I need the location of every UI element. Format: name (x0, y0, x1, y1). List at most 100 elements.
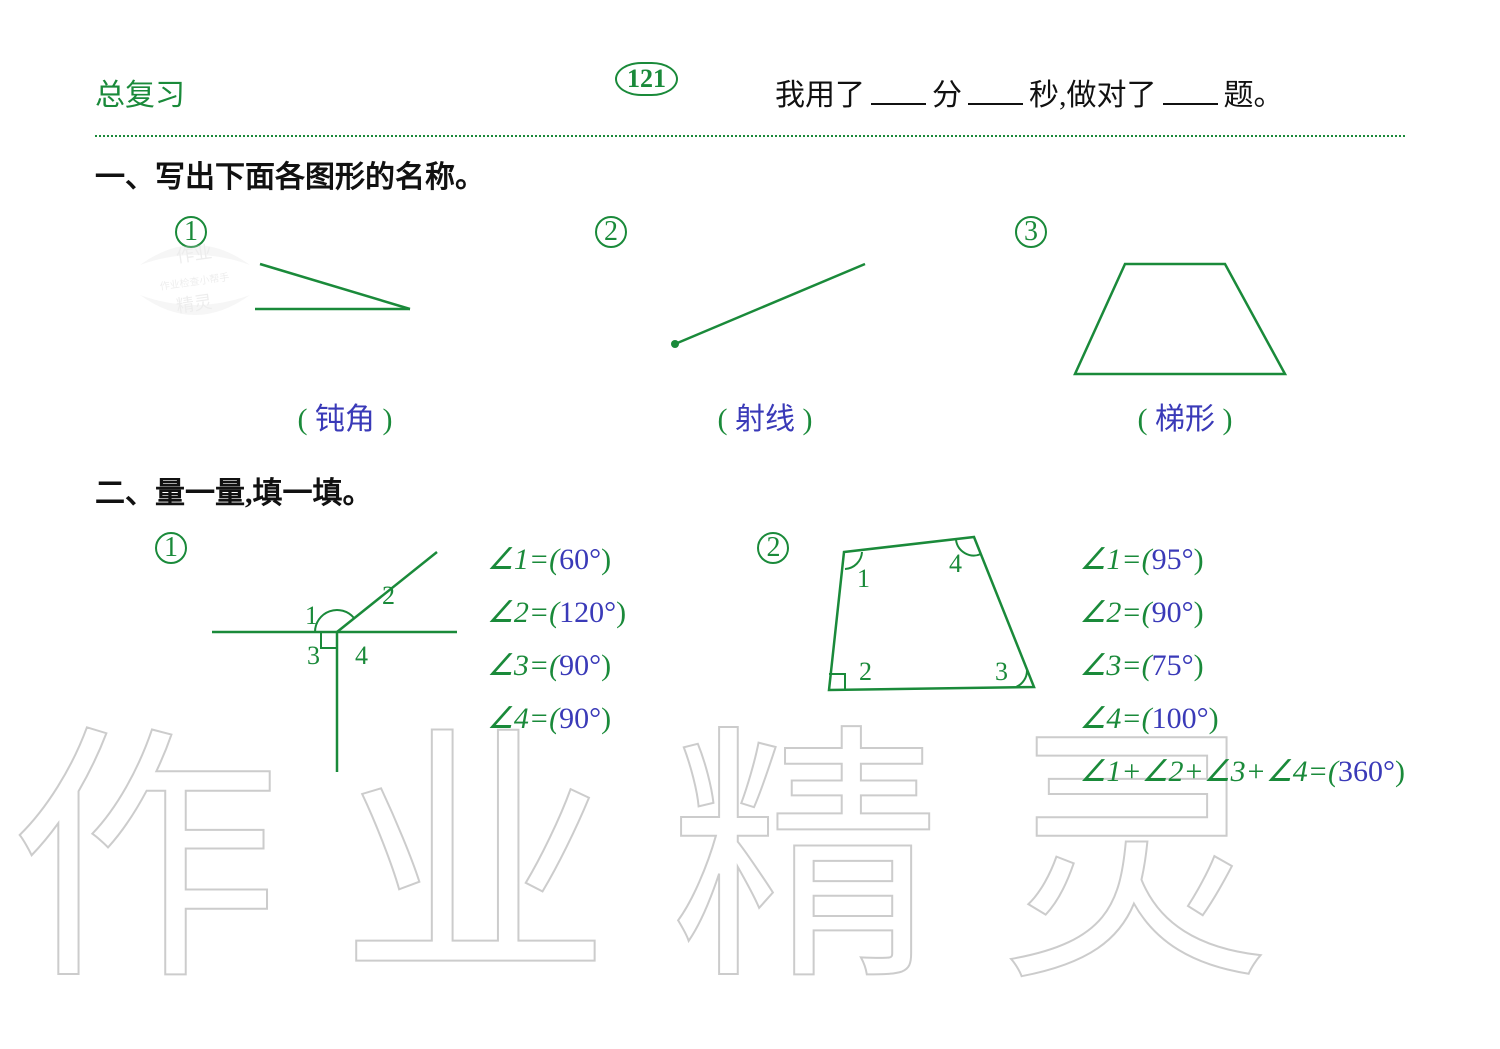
paren: ) (803, 403, 813, 436)
answer-text: 射线 (735, 403, 795, 436)
trapezoid-svg (995, 254, 1355, 384)
angle-value: 100° (1152, 702, 1209, 735)
paren: ( (298, 403, 308, 436)
angle-lhs: ∠3=( (1079, 649, 1151, 682)
angle-lhs: ∠2=( (487, 596, 559, 629)
obtuse-angle-svg (155, 254, 515, 384)
angle-arc (315, 610, 354, 632)
angle-value: 90° (559, 649, 601, 682)
paren: ) (1194, 543, 1204, 576)
angle-lhs: ∠2=( (1079, 596, 1151, 629)
paren: ) (383, 403, 393, 436)
angle-arc (1016, 670, 1027, 687)
blank-minutes[interactable] (871, 79, 926, 105)
answer-text: 钝角 (315, 403, 375, 436)
angle-lhs: ∠4=( (1079, 702, 1151, 735)
paren: ) (1194, 596, 1204, 629)
q2-answers: ∠1=(95°) ∠2=(90°) ∠3=(75°) ∠4=(100°) ∠1+… (1079, 532, 1405, 792)
question1-row: 1 ( 钝角 ) 2 ( (155, 216, 1405, 438)
q1-number: 3 (1015, 216, 1047, 248)
q1-answer: ( 梯形 ) (1138, 394, 1233, 438)
section2-title: 二、量一量,填一填。 (95, 468, 1405, 512)
q1-answer: ( 钝角 ) (298, 394, 393, 438)
angle-lhs: ∠4=( (487, 702, 559, 735)
angles-svg: 1 2 3 4 (207, 532, 467, 792)
answer-line: ∠2=(120°) (487, 595, 626, 630)
q2-answers: ∠1=(60°) ∠2=(120°) ∠3=(90°) ∠4=(90°) (487, 532, 626, 792)
angle-value: 75° (1152, 649, 1194, 682)
page-number-badge: 121 (615, 62, 678, 96)
angle-label: 1 (305, 601, 318, 630)
answer-line: ∠2=(90°) (1079, 595, 1405, 630)
header-left: 总复习 (95, 70, 185, 114)
angle-label: 4 (949, 549, 962, 578)
paren: ) (1395, 755, 1405, 788)
trapezoid-shape (1075, 264, 1285, 374)
angle-value: 90° (1152, 596, 1194, 629)
q1-item: 1 ( 钝角 ) (155, 216, 535, 438)
angle-value: 120° (559, 596, 616, 629)
paren: ) (601, 649, 611, 682)
q2-block: 2 1 4 2 3 ∠1=(95°) (757, 532, 1405, 792)
paren: ) (1223, 403, 1233, 436)
angle-label: 2 (859, 657, 872, 686)
answer-line: ∠4=(90°) (487, 701, 626, 736)
ray-line (675, 264, 865, 344)
right-angle-mark (321, 632, 337, 648)
answer-line: ∠4=(100°) (1079, 701, 1405, 736)
angle-label: 3 (307, 641, 320, 670)
blank-seconds[interactable] (968, 79, 1023, 105)
header-text: 分 (932, 70, 962, 114)
section1-title: 一、写出下面各图形的名称。 (95, 152, 1405, 196)
q1-diagram-ray (575, 254, 955, 384)
question2-row: 1 1 2 3 4 ∠1=(60°) (155, 532, 1405, 792)
q1-item: 3 ( 梯形 ) (995, 216, 1375, 438)
ray-svg (575, 254, 935, 384)
angle-line (260, 264, 410, 309)
angle-lhs: ∠1+∠2+∠3+∠4=( (1079, 755, 1338, 788)
q1-number: 1 (175, 216, 207, 248)
q1-number: 2 (595, 216, 627, 248)
angle-value: 60° (559, 543, 601, 576)
angle-lhs: ∠1=( (487, 543, 559, 576)
header-text: 题。 (1224, 70, 1284, 114)
angle-value: 95° (1152, 543, 1194, 576)
quadrilateral-svg: 1 4 2 3 (809, 532, 1059, 732)
q1-item: 2 ( 射线 ) (575, 216, 955, 438)
answer-line: ∠1=(60°) (487, 542, 626, 577)
angle-label: 1 (857, 564, 870, 593)
q1-diagram-trapezoid (995, 254, 1375, 384)
paren: ( (1138, 403, 1148, 436)
paren: ) (601, 702, 611, 735)
header-text: 我用了 (775, 70, 865, 114)
q2-number: 2 (757, 532, 789, 564)
paren: ( (718, 403, 728, 436)
q2-diagram-angles: 1 2 3 4 (207, 532, 467, 792)
angle-value: 360° (1338, 755, 1395, 788)
header-right: 我用了 分 秒,做对了 题。 (775, 70, 1284, 114)
header-text: 秒,做对了 (1029, 70, 1157, 114)
answer-line: ∠1+∠2+∠3+∠4=(360°) (1079, 754, 1405, 789)
answer-text: 梯形 (1155, 403, 1215, 436)
paren: ) (1209, 702, 1219, 735)
q2-block: 1 1 2 3 4 ∠1=(60°) (155, 532, 757, 792)
angle-label: 2 (382, 581, 395, 610)
angle-lhs: ∠1=( (1079, 543, 1151, 576)
angle-lhs: ∠3=( (487, 649, 559, 682)
paren: ) (616, 596, 626, 629)
paren: ) (1194, 649, 1204, 682)
q2-diagram-quadrilateral: 1 4 2 3 (809, 532, 1059, 792)
q1-answer: ( 射线 ) (718, 394, 813, 438)
q2-number: 1 (155, 532, 187, 564)
page-header: 总复习 121 我用了 分 秒,做对了 题。 (95, 70, 1405, 129)
q1-diagram-obtuse-angle (155, 254, 535, 384)
ray-endpoint (671, 340, 679, 348)
header-divider (95, 135, 1405, 137)
paren: ) (601, 543, 611, 576)
answer-line: ∠3=(90°) (487, 648, 626, 683)
angle-value: 90° (559, 702, 601, 735)
angle-label: 3 (995, 657, 1008, 686)
answer-line: ∠1=(95°) (1079, 542, 1405, 577)
blank-correct[interactable] (1163, 79, 1218, 105)
angle-label: 4 (355, 641, 368, 670)
